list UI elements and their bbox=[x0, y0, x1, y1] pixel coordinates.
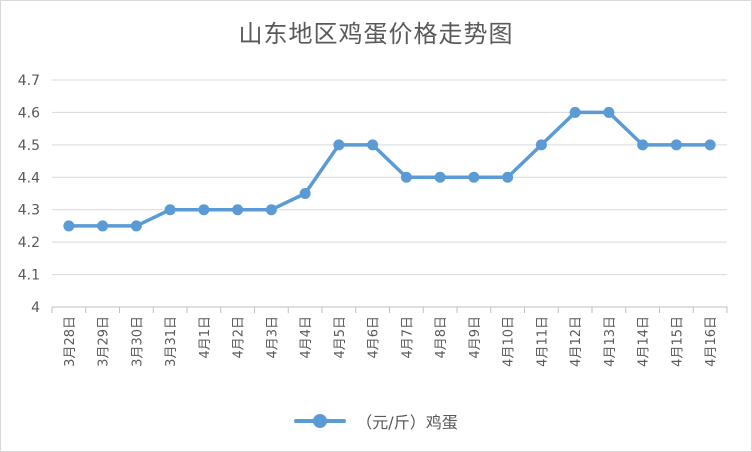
x-tick-label: 4月10日 bbox=[502, 316, 517, 367]
x-tick-label: 4月6日 bbox=[367, 316, 382, 359]
x-tick-label: 4月1日 bbox=[198, 316, 213, 359]
data-point bbox=[704, 139, 716, 151]
data-point bbox=[569, 106, 581, 118]
x-tick-label: 4月3日 bbox=[265, 316, 280, 359]
data-point bbox=[299, 188, 311, 199]
x-tick-label: 4月15日 bbox=[670, 316, 685, 367]
series-line bbox=[68, 110, 711, 228]
data-point bbox=[535, 139, 547, 151]
data-point bbox=[468, 171, 480, 183]
data-point bbox=[367, 139, 379, 151]
x-tick-label: 3月28日 bbox=[63, 316, 78, 367]
data-point bbox=[502, 171, 514, 183]
x-tick-label: 4月5日 bbox=[333, 316, 348, 359]
x-tick-label: 4月7日 bbox=[400, 316, 415, 359]
y-tick-label: 4.1 bbox=[18, 268, 40, 284]
legend-marker bbox=[294, 414, 347, 428]
y-tick-label: 4.5 bbox=[18, 138, 40, 154]
data-point bbox=[400, 171, 412, 183]
x-tick-label: 4月4日 bbox=[299, 316, 314, 359]
data-point bbox=[434, 171, 446, 183]
y-tick-label: 4.4 bbox=[18, 170, 40, 186]
x-tick-label: 3月29日 bbox=[97, 316, 112, 367]
legend-label: （元/斤）鸡蛋 bbox=[356, 413, 458, 432]
x-tick-label: 4月11日 bbox=[535, 316, 550, 367]
y-tick-label: 4 bbox=[31, 300, 40, 316]
y-tick-label: 4.7 bbox=[18, 73, 40, 89]
legend: （元/斤）鸡蛋 bbox=[0, 409, 752, 433]
data-point bbox=[265, 204, 277, 216]
data-point bbox=[637, 139, 649, 151]
x-tick-label: 4月14日 bbox=[637, 316, 652, 367]
data-point bbox=[603, 106, 615, 118]
data-point bbox=[63, 220, 75, 232]
y-tick-label: 4.6 bbox=[18, 105, 40, 121]
x-tick-label: 4月8日 bbox=[434, 316, 449, 359]
x-tick-label: 4月16日 bbox=[704, 316, 719, 367]
data-point bbox=[670, 139, 682, 151]
data-point bbox=[164, 204, 176, 216]
x-tick-label: 3月31日 bbox=[164, 316, 179, 367]
data-point bbox=[97, 220, 109, 232]
data-point bbox=[130, 220, 142, 232]
y-tick-label: 4.3 bbox=[18, 203, 40, 219]
data-point bbox=[198, 204, 210, 216]
x-tick-label: 4月2日 bbox=[232, 316, 247, 359]
x-tick-label: 3月30日 bbox=[130, 316, 145, 367]
x-tick-label: 4月9日 bbox=[468, 316, 483, 359]
data-point bbox=[232, 204, 244, 216]
y-tick-label: 4.2 bbox=[18, 235, 40, 251]
data-point bbox=[333, 139, 345, 151]
chart-title: 山东地区鸡蛋价格走势图 bbox=[238, 20, 514, 48]
x-tick-label: 4月13日 bbox=[603, 316, 618, 367]
x-tick-label: 4月12日 bbox=[569, 316, 584, 367]
